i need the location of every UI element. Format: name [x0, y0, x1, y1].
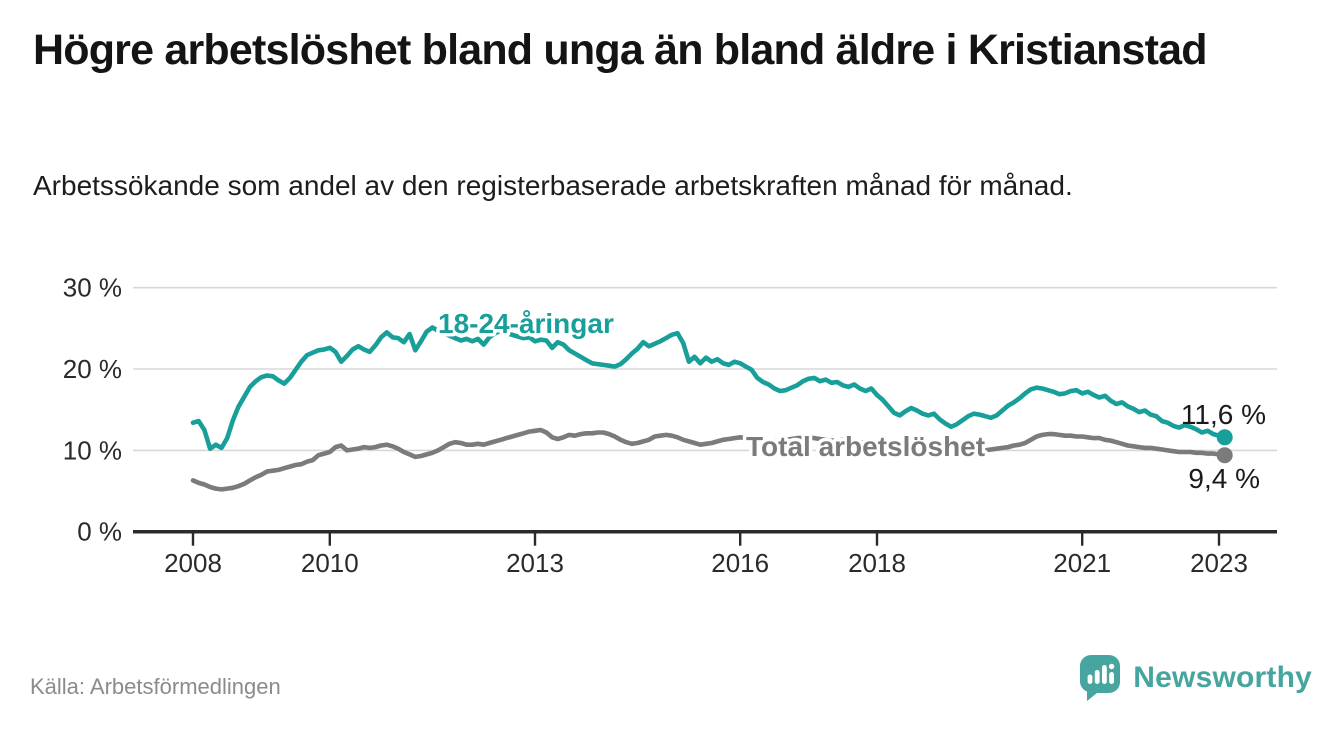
- x-tick-label: 2016: [711, 548, 769, 578]
- newsworthy-logo: Newsworthy: [1080, 655, 1312, 701]
- x-tick-label: 2021: [1053, 548, 1111, 578]
- x-tick-label: 2008: [164, 548, 222, 578]
- end-value-label-total: 9,4 %: [1188, 463, 1260, 494]
- y-tick-label: 0 %: [77, 517, 122, 547]
- source-note: Källa: Arbetsförmedlingen: [30, 674, 281, 699]
- x-tick-label: 2013: [506, 548, 564, 578]
- series-line-young: [190, 325, 1227, 452]
- y-tick-label: 20 %: [63, 354, 122, 384]
- x-tick-label: 2023: [1190, 548, 1248, 578]
- x-tick-label: 2018: [848, 548, 906, 578]
- series-label-total: Total arbetslöshet: [746, 431, 985, 462]
- y-tick-label: 10 %: [63, 435, 122, 465]
- series-line-total: [190, 427, 1227, 492]
- series-label-young: 18-24-åringar: [438, 308, 614, 339]
- x-tick-label: 2010: [301, 548, 359, 578]
- end-dot-young: [1216, 429, 1233, 446]
- newsworthy-logo-icon: [1080, 655, 1121, 701]
- y-tick-label: 30 %: [63, 273, 122, 303]
- newsworthy-wordmark: Newsworthy: [1133, 661, 1312, 694]
- end-dot-total: [1216, 447, 1233, 464]
- chart-subtitle: Arbetssökande som andel av den registerb…: [33, 170, 1073, 201]
- end-value-label-young: 11,6 %: [1181, 399, 1266, 430]
- page-title: Högre arbetslöshet bland unga än bland ä…: [33, 26, 1208, 74]
